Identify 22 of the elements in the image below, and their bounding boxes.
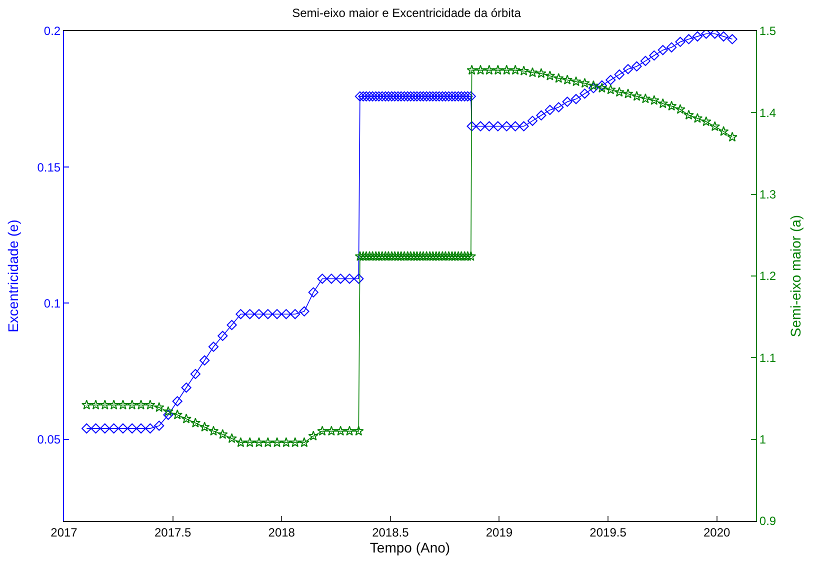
x-tick-label: 2017 [50, 525, 78, 540]
y2-tick-label: 1.4 [759, 106, 776, 120]
y-tick-label: 0.1 [44, 296, 61, 310]
x-tick-label: 2019.5 [590, 525, 627, 540]
y-tick-label: 0.15 [37, 160, 61, 174]
x-tick-label: 2017.5 [154, 525, 192, 540]
y2-tick-label: 1.1 [759, 350, 776, 365]
y2-tick-label: 0.9 [759, 514, 776, 528]
y-tick-label: 0.05 [37, 432, 61, 447]
x-tick-label: 2019 [486, 525, 513, 540]
y-tick-label: 0.2 [44, 24, 61, 38]
chart-title: Semi-eixo maior e Excentricidade da órbita [292, 6, 522, 20]
x-tick-label: 2020 [703, 525, 730, 540]
x-tick-label: 2018.5 [372, 525, 410, 540]
y-axis-title: Excentricidade (e) [4, 220, 21, 332]
y2-tick-label: 1.5 [759, 24, 776, 38]
x-tick-label: 2018 [268, 525, 296, 540]
y2-tick-label: 1 [759, 432, 766, 447]
y2-tick-label: 1.3 [759, 188, 776, 202]
y2-axis-title: Semi-eixo maior (a) [788, 214, 804, 338]
y2-tick-label: 1.2 [759, 269, 776, 284]
x-axis-title: Tempo (Ano) [370, 539, 450, 556]
